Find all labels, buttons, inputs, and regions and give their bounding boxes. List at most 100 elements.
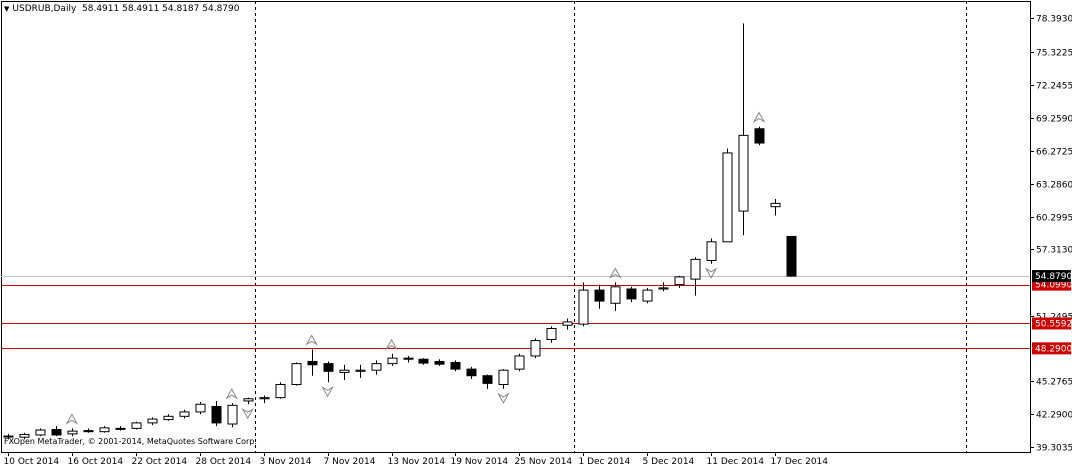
candle-body: [179, 411, 190, 417]
candle-body: [211, 405, 222, 424]
candle-body: [227, 404, 238, 425]
candle-body: [514, 355, 525, 370]
candle: [658, 282, 669, 292]
fractal-up-arrow-icon: [752, 111, 766, 123]
fractal-down-arrow-icon: [241, 407, 255, 420]
candle-body: [339, 369, 350, 373]
fractal-up-arrow-icon: [65, 413, 79, 425]
candle: [275, 382, 286, 399]
candle-body: [642, 289, 653, 302]
candle-body: [466, 368, 477, 377]
candle-body: [610, 286, 621, 304]
candle-body: [594, 289, 605, 302]
x-axis-label: 7 Nov 2014: [324, 457, 376, 467]
x-axis-label: 28 Oct 2014: [196, 457, 252, 467]
candle: [466, 366, 477, 379]
candle: [674, 275, 685, 288]
candle: [339, 364, 350, 381]
candle-body: [355, 369, 366, 372]
candle-body: [387, 357, 398, 365]
candle-body: [562, 321, 573, 326]
candle-body: [482, 375, 493, 384]
candle: [243, 397, 254, 405]
y-axis-label: 66.2725: [1036, 148, 1072, 158]
candle: [626, 286, 637, 303]
y-axis-label: 57.3130: [1036, 246, 1072, 256]
level-price-label: 54.0990: [1035, 281, 1072, 291]
candle-body: [770, 202, 781, 208]
fractal-down-arrow-icon: [704, 267, 718, 279]
candle-body: [674, 276, 685, 286]
x-axis-label: 11 Dec 2014: [707, 457, 765, 467]
x-axis-label: 3 Nov 2014: [260, 457, 312, 467]
candle-body: [658, 287, 669, 290]
candle-body: [418, 358, 429, 364]
candle: [259, 395, 270, 404]
candle: [323, 361, 334, 383]
candle: [738, 23, 749, 236]
candle: [418, 358, 429, 365]
candle: [35, 428, 46, 437]
candle-body: [323, 363, 334, 372]
candle: [722, 148, 733, 243]
x-axis-label: 25 Nov 2014: [515, 457, 573, 467]
plot-frame: [1, 1, 1031, 453]
x-axis-label: 10 Oct 2014: [4, 457, 60, 467]
candle-body: [578, 289, 589, 325]
y-axis-label: 78.3930: [1036, 15, 1072, 25]
candle-body: [115, 427, 126, 430]
dropdown-triangle-icon[interactable]: ▼: [4, 5, 10, 13]
candle-body: [131, 422, 142, 429]
candle: [770, 199, 781, 216]
y-axis-label: 75.3225: [1036, 49, 1072, 59]
candle-body: [99, 427, 110, 433]
candle: [530, 338, 541, 359]
candle: [179, 409, 190, 419]
candle: [642, 287, 653, 304]
candle: [307, 349, 318, 376]
candle: [594, 284, 605, 309]
ohlc-readout: 58.4911 58.4911 54.8187 54.8790: [82, 4, 240, 14]
candle: [355, 364, 366, 378]
candle: [99, 426, 110, 433]
current-price-label-bg: [1032, 270, 1071, 283]
candle-body: [259, 397, 270, 400]
candle: [786, 235, 797, 277]
candle-body: [626, 288, 637, 300]
y-axis-label: 39.3035: [1036, 444, 1072, 454]
x-axis-label: 17 Dec 2014: [771, 457, 829, 467]
candle-body: [83, 430, 94, 433]
fractal-up-arrow-icon: [225, 388, 239, 400]
candle-body: [19, 433, 30, 438]
candle: [195, 402, 206, 415]
fractal-down-arrow-icon: [497, 392, 510, 404]
candle-body: [403, 357, 414, 360]
candle: [67, 428, 78, 437]
fractal-up-arrow-icon: [608, 267, 622, 279]
candle-body: [546, 328, 557, 340]
candle: [546, 326, 557, 343]
level-price-label-bg: [1032, 342, 1071, 355]
x-axis-label: 1 Dec 2014: [579, 457, 631, 467]
x-axis-label: 19 Nov 2014: [451, 457, 509, 467]
x-axis-label: 5 Dec 2014: [643, 457, 695, 467]
y-axis-label: 63.2860: [1036, 181, 1072, 191]
candle-body: [434, 360, 445, 365]
fractal-up-arrow-icon: [385, 338, 398, 351]
y-axis-label: 69.2590: [1036, 115, 1072, 125]
candle: [578, 282, 589, 327]
y-axis-label: 42.2900: [1036, 411, 1072, 421]
candle-body: [51, 428, 62, 436]
candle-body: [738, 134, 749, 212]
candle: [211, 400, 222, 427]
candle: [51, 426, 62, 437]
candle-body: [3, 435, 14, 438]
candle: [690, 257, 701, 296]
candle-body: [243, 398, 254, 402]
chart-title: ▼ USDRUB,Daily 58.4911 58.4911 54.8187 54…: [4, 4, 239, 14]
candle-body: [195, 403, 206, 413]
current-price-label: 54.8790: [1035, 272, 1072, 282]
fractal-up-arrow-icon: [305, 334, 318, 346]
